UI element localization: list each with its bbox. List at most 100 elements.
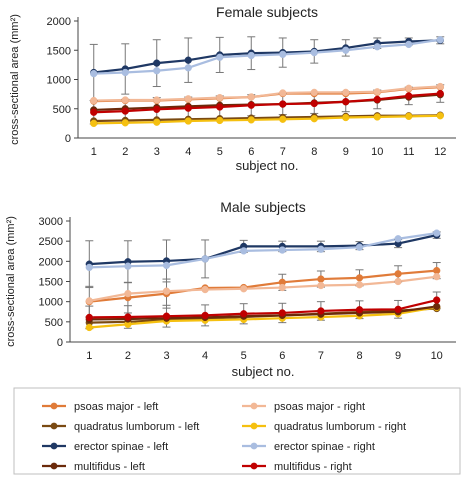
data-point [216,116,224,125]
y-tick-label: 0 [57,337,63,349]
data-point [373,113,381,121]
x-tick-label: 10 [431,350,443,362]
data-point [355,243,364,251]
legend-label: quadratus lumborum - right [274,421,406,433]
y-tick-label: 1000 [47,75,71,87]
data-point [90,70,98,78]
data-point [405,84,413,92]
data-point [124,313,132,321]
male-chart: Male subjects 0 500 1000 1500 2000 2500 3000 1 2 3… [5,199,456,379]
series-line-5 [89,232,437,269]
data-point [433,296,441,304]
data-point [342,113,350,122]
data-point [310,115,318,123]
legend-label: multifidus - left [74,461,145,473]
data-point [240,247,248,255]
x-tick-label: 4 [185,146,191,158]
data-point [121,119,129,127]
data-point [394,235,402,243]
data-point [355,274,364,282]
data-point [310,99,318,108]
data-point [247,101,255,109]
data-point [310,48,318,57]
x-tick-label: 6 [248,146,254,158]
data-point [247,93,255,101]
data-point [153,59,161,67]
data-point [201,311,209,320]
data-point [184,95,192,103]
chart-title: Male subjects [220,199,306,215]
series-line-3 [93,114,441,125]
data-point [436,36,444,44]
data-point [394,305,402,313]
legend-label: psoas major - left [74,401,158,413]
series-line-6 [93,93,441,112]
x-tick-label: 5 [217,146,223,158]
legend-label: multifidus - right [274,461,352,473]
y-tick-label: 3000 [39,216,63,228]
legend-swatch-marker [250,442,258,450]
y-tick-label: 500 [53,104,71,116]
data-point [184,56,192,64]
data-point [153,118,161,126]
data-point [247,51,255,60]
data-point [278,246,286,254]
data-point [85,297,93,305]
data-point [240,285,248,293]
data-point [436,89,444,98]
x-tick-label: 10 [371,146,383,158]
x-tick-label: 3 [163,350,169,362]
data-point [342,98,350,106]
data-point [162,312,171,320]
series-line-5 [93,38,441,75]
x-tick-label: 1 [91,146,97,158]
legend-swatch-marker [250,462,258,470]
data-point [124,289,132,298]
data-point [162,261,171,270]
data-point [317,281,325,290]
y-tick-label: 2000 [39,256,63,268]
x-tick-label: 7 [318,350,324,362]
data-point [405,92,413,100]
chart-title: Female subjects [216,4,318,20]
y-tick-label: 1000 [39,297,63,309]
data-point [124,262,132,270]
data-point [278,283,286,292]
data-point [153,105,161,113]
data-point [85,263,93,272]
x-tick-label: 8 [356,350,362,362]
data-point [310,88,318,97]
data-point [121,107,129,115]
x-tick-label: 11 [403,146,414,158]
legend-label: psoas major - right [274,401,365,413]
legend-swatch-marker [50,462,58,470]
series-line-1 [89,275,437,302]
x-tick-label: 8 [311,146,317,158]
data-point [373,95,381,104]
series-line-3 [89,306,437,329]
data-point [317,245,325,253]
series-line-4 [89,234,437,266]
data-point [317,275,325,283]
series-line-6 [89,305,437,321]
y-tick-label: 0 [65,133,71,145]
legend-label: erector spinae - left [74,441,168,453]
data-point [433,273,441,281]
data-point [279,50,287,58]
data-point [405,112,413,121]
legend-swatch-marker [250,422,258,430]
legend-swatch-marker [50,442,58,450]
data-point [162,287,171,295]
data-point [240,310,248,318]
data-point [342,88,350,97]
series-line-4 [93,39,441,74]
y-tick-label: 1500 [47,45,71,57]
data-point [279,115,287,123]
data-point [279,89,287,97]
data-point [373,88,381,96]
series-line-7 [93,92,441,114]
data-point [90,108,98,116]
data-point [278,309,286,317]
data-point [433,266,441,275]
